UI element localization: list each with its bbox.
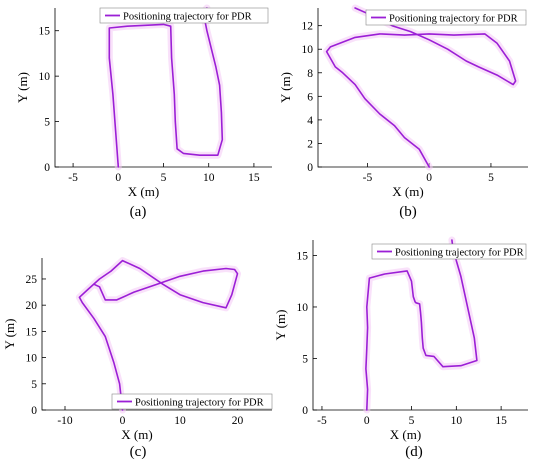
x-tick-label: -5 <box>363 172 373 184</box>
x-tick-label: 20 <box>232 415 244 427</box>
legend-box <box>111 393 273 410</box>
panel-label: (d) <box>405 444 423 460</box>
chart-panel-2: -5 0 5 0 2 4 6 8 10 12 X (m) Y (m) Positioning traje… <box>278 4 528 220</box>
legend: Positioning trajectory for PDR <box>99 7 269 24</box>
legend-box <box>371 243 527 260</box>
y-tick-label: 10 <box>302 44 314 56</box>
y-tick-label: 5 <box>302 353 308 365</box>
y-tick-label: 5 <box>31 379 37 391</box>
legend-box <box>99 7 269 24</box>
legend: Positioning trajectory for PDR <box>371 243 527 260</box>
y-tick-label: 2 <box>307 138 313 150</box>
trajectory-line <box>108 7 224 168</box>
trajectory-line <box>365 239 478 411</box>
y-axis-label: Y (m) <box>278 72 293 103</box>
y-tick-label: 12 <box>302 21 314 33</box>
y-tick-label: 4 <box>307 115 313 127</box>
x-axis-label: X (m) <box>121 427 152 442</box>
x-tick-label: 0 <box>364 415 370 427</box>
x-tick-label: -10 <box>57 415 73 427</box>
x-tick-label: 0 <box>426 172 432 184</box>
y-tick-label: 0 <box>31 405 37 417</box>
x-tick-label: 15 <box>495 415 507 427</box>
legend-box <box>365 9 527 26</box>
y-tick-label: 10 <box>39 71 51 83</box>
y-tick-label: 15 <box>39 26 51 38</box>
y-tick-label: 10 <box>26 353 38 365</box>
x-tick-label: 10 <box>203 172 215 184</box>
y-tick-label: 8 <box>307 68 313 80</box>
x-axis-label: X (m) <box>392 184 423 199</box>
legend-label: Positioning trajectory for PDR <box>135 398 264 409</box>
x-tick-label: 5 <box>409 415 415 427</box>
x-tick-label: 5 <box>161 172 167 184</box>
y-axis-label: Y (m) <box>15 72 30 103</box>
panel-label: (a) <box>130 204 147 220</box>
x-axis-label: X (m) <box>128 184 159 199</box>
x-tick-label: 10 <box>174 415 186 427</box>
panel-label: (b) <box>399 204 417 220</box>
y-tick-label: 15 <box>26 326 38 338</box>
y-tick-label: 15 <box>297 250 309 262</box>
legend: Positioning trajectory for PDR <box>365 9 527 26</box>
legend-label: Positioning trajectory for PDR <box>389 14 518 25</box>
chart-panel-3: -10 0 10 20 0 5 10 15 20 25 X (m) Y (m) Positioning … <box>2 257 273 460</box>
y-tick-label: 20 <box>26 300 38 312</box>
y-axis-label: Y (m) <box>2 319 17 350</box>
x-tick-label: 15 <box>248 172 260 184</box>
y-tick-label: 10 <box>297 302 309 314</box>
x-axis-label: X (m) <box>390 427 421 442</box>
y-tick-label: 6 <box>307 91 313 103</box>
y-axis-label: Y (m) <box>273 310 288 341</box>
chart-panel-1: -5 0 5 10 15 0 5 10 15 X (m) Y (m) Positioning traj… <box>15 4 272 220</box>
y-tick-label: 0 <box>44 162 50 174</box>
x-tick-label: 0 <box>115 172 121 184</box>
legend: Positioning trajectory for PDR <box>111 393 273 410</box>
axis-lines <box>54 8 272 168</box>
x-tick-label: -5 <box>317 415 327 427</box>
y-tick-label: 0 <box>302 405 308 417</box>
x-tick-label: -5 <box>68 172 78 184</box>
x-tick-label: 5 <box>488 172 494 184</box>
panel-label: (c) <box>130 444 147 460</box>
y-tick-label: 5 <box>44 117 50 129</box>
legend-label: Positioning trajectory for PDR <box>123 12 252 23</box>
trajectory-halo <box>105 4 226 171</box>
trajectory-line <box>325 7 517 168</box>
legend-label: Positioning trajectory for PDR <box>395 248 524 259</box>
chart-panel-4: -5 0 5 10 15 0 5 10 15 X (m) Y (m) Positioning traj… <box>273 236 528 460</box>
y-tick-label: 25 <box>26 274 38 286</box>
trajectory-line <box>78 259 239 411</box>
x-tick-label: 10 <box>451 415 463 427</box>
y-tick-label: 0 <box>307 162 313 174</box>
trajectory-halo <box>323 4 520 171</box>
x-tick-label: 0 <box>120 415 126 427</box>
